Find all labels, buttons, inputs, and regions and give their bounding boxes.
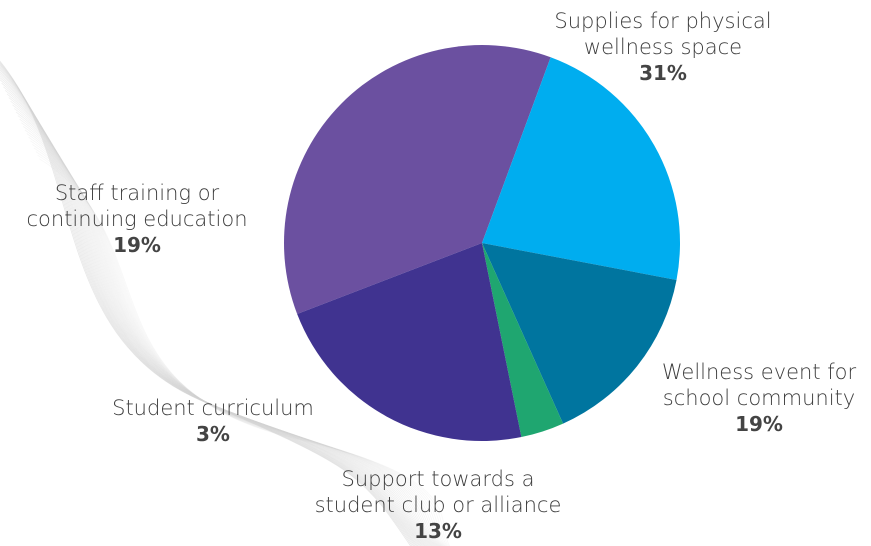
slice-label-wellness-event-line-1: Wellness event for bbox=[661, 360, 857, 384]
decorative-wave-line bbox=[6, 93, 432, 546]
decorative-wave-lines bbox=[0, 60, 451, 546]
decorative-wave-line bbox=[0, 67, 419, 546]
slice-label-supplies: Supplies for physical wellness space 31% bbox=[548, 8, 778, 86]
slice-label-supplies-line-1: Supplies for physical bbox=[554, 9, 772, 33]
decorative-wave-line bbox=[12, 104, 436, 546]
decorative-wave-line bbox=[22, 126, 442, 546]
slice-percent-staff-training: 19% bbox=[113, 233, 161, 257]
decorative-wave-line bbox=[28, 136, 444, 546]
decorative-wave-line bbox=[0, 71, 422, 546]
decorative-wave-line bbox=[15, 111, 438, 546]
decorative-wave-line bbox=[0, 77, 426, 546]
decorative-wave-line bbox=[31, 144, 446, 546]
decorative-wave-line bbox=[17, 115, 439, 546]
decorative-wave-line bbox=[39, 158, 451, 546]
pie-slice-2 bbox=[482, 243, 677, 424]
decorative-wave-line bbox=[3, 86, 430, 546]
decorative-wave-line bbox=[0, 69, 420, 546]
decorative-wave-line bbox=[0, 60, 412, 546]
slice-label-student-curriculum: Student curriculum 3% bbox=[100, 395, 326, 447]
pie-slices bbox=[283, 44, 681, 442]
decorative-wave-line bbox=[0, 73, 423, 546]
slice-label-student-curriculum-line-1: Student curriculum bbox=[112, 396, 314, 420]
pie-slice-1 bbox=[482, 57, 681, 280]
slice-percent-student-curriculum: 3% bbox=[196, 422, 230, 446]
decorative-wave-line bbox=[30, 140, 445, 546]
decorative-wave-line bbox=[19, 118, 440, 546]
decorative-wave-line bbox=[26, 133, 443, 546]
decorative-wave-line bbox=[0, 79, 427, 546]
slice-label-wellness-event-line-2: school community bbox=[662, 386, 856, 410]
decorative-wave-line bbox=[13, 108, 437, 546]
decorative-wave-line bbox=[33, 147, 447, 546]
pie-slice-0 bbox=[283, 44, 551, 314]
decorative-wave-line bbox=[21, 122, 441, 546]
slice-label-student-club: Support towards a student club or allian… bbox=[298, 466, 578, 544]
decorative-wave-line bbox=[0, 75, 425, 546]
decorative-wave-line bbox=[4, 90, 431, 546]
decorative-wave-line bbox=[10, 100, 435, 546]
slice-label-staff-training-line-1: Staff training or bbox=[54, 181, 220, 205]
slice-percent-supplies: 31% bbox=[639, 61, 687, 85]
pie-slice-3 bbox=[482, 243, 564, 438]
slice-label-staff-training-line-2: continuing education bbox=[26, 207, 248, 231]
slice-label-staff-training: Staff training or continuing education 1… bbox=[6, 180, 268, 258]
slice-label-student-club-line-1: Support towards a bbox=[341, 467, 535, 491]
decorative-wave-line bbox=[37, 154, 450, 546]
decorative-wave-line bbox=[0, 62, 413, 546]
decorative-wave-line bbox=[24, 129, 443, 546]
decorative-wave-line bbox=[35, 151, 448, 546]
slice-percent-student-club: 13% bbox=[414, 519, 462, 543]
pie-slice-4 bbox=[297, 243, 522, 442]
slice-label-wellness-event: Wellness event for school community 19% bbox=[652, 359, 866, 437]
slice-label-supplies-line-2: wellness space bbox=[583, 35, 743, 59]
decorative-wave-line bbox=[0, 66, 418, 546]
decorative-wave-line bbox=[1, 82, 429, 546]
decorative-wave-line bbox=[8, 97, 433, 546]
slice-percent-wellness-event: 19% bbox=[735, 412, 783, 436]
slice-label-student-club-line-2: student club or alliance bbox=[314, 493, 562, 517]
